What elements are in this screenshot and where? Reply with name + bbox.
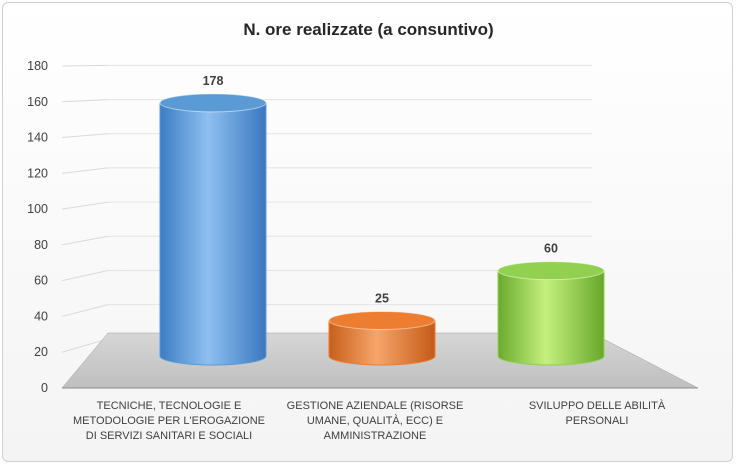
bar <box>159 93 267 366</box>
bar-top <box>328 310 436 330</box>
bar <box>328 310 436 366</box>
bar-body <box>328 319 436 366</box>
y-tick-label: 40 <box>34 309 48 323</box>
gridline <box>61 235 109 246</box>
gridline <box>61 167 109 174</box>
data-label: 60 <box>544 242 558 256</box>
data-labels: 178 25 60 <box>203 74 558 306</box>
y-tick-label: 0 <box>41 381 48 395</box>
gridline <box>61 133 109 139</box>
bar-body <box>497 270 605 366</box>
y-tick-label: 20 <box>34 345 48 359</box>
gridline <box>61 269 109 282</box>
y-tick-label: 120 <box>27 166 48 180</box>
y-tick-label: 60 <box>34 274 48 288</box>
bar-top <box>159 93 267 113</box>
y-tick-label: 80 <box>34 238 48 252</box>
y-tick-label: 100 <box>27 202 48 216</box>
x-tick-label: TECNICHE, TECNOLOGIE E METODOLOGIE PER L'… <box>73 400 265 442</box>
gridline <box>61 201 109 210</box>
y-axis-ticks: 0 20 40 60 80 100 120 140 160 180 <box>27 59 48 395</box>
data-label: 25 <box>375 291 389 305</box>
gridline <box>61 338 109 353</box>
bar-top <box>497 261 605 281</box>
y-tick-label: 160 <box>27 95 48 109</box>
x-tick-label: GESTIONE AZIENDALE (RISORSE UMANE, QUALIT… <box>286 400 464 442</box>
y-tick-label: 180 <box>27 59 48 73</box>
gridline <box>61 64 109 67</box>
gridline <box>61 304 109 317</box>
y-tick-label: 140 <box>27 131 48 145</box>
bar <box>497 261 605 366</box>
x-tick-label: SVILUPPO DELLE ABILITÀ PERSONALI <box>528 400 666 427</box>
data-label: 178 <box>203 74 224 88</box>
bar-body <box>159 102 267 366</box>
gridline <box>61 99 109 103</box>
chart-title: N. ore realizzate (a consuntivo) <box>243 20 494 39</box>
bars <box>159 93 605 366</box>
